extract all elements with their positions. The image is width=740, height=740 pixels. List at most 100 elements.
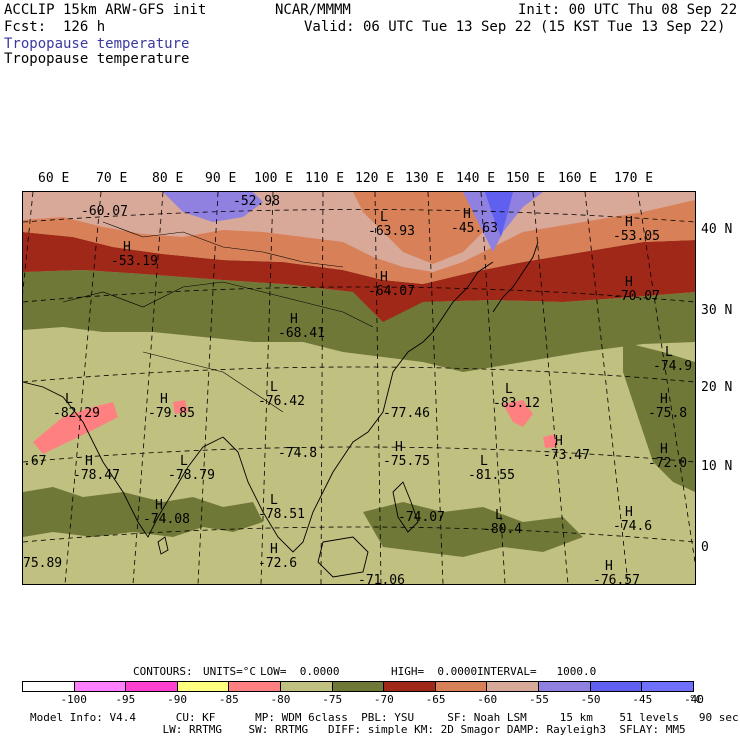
colorbar-segment [74, 682, 127, 691]
lat-label: 10 N [701, 459, 733, 474]
colorbar-tick-label: -45 [632, 693, 653, 706]
lon-line-60e [23, 192, 34, 294]
extremum-label: L-82.29 [53, 392, 100, 421]
extremum-type: H [555, 434, 563, 449]
tropopause-temperature-map: -60.07-52.98L-63.93H-45.63 H-53.05H-53.19… [23, 192, 695, 584]
extremum-type: L [270, 493, 278, 508]
colorbar-tick-label: -95 [115, 693, 136, 706]
lon-label: 170 E [614, 171, 654, 186]
extremum-type: L [65, 392, 73, 407]
extremum-label: L-81.55 [468, 454, 515, 483]
colorbar-segment [23, 682, 75, 691]
band-minus65 [23, 232, 695, 322]
lat-line-40n [23, 209, 695, 223]
forecast-hour: Fcst: 126 h [4, 19, 106, 35]
extrema-labels: -60.07-52.98L-63.93H-45.63 H-53.05H-53.19… [23, 194, 692, 584]
extremum-type: L [180, 454, 188, 469]
extremum-label: H-72.0 [648, 442, 687, 471]
extremum-label: H-72.6 [258, 542, 297, 571]
low-patch-pacific-2 [543, 434, 557, 448]
lat-label: 0 [701, 540, 709, 555]
extremum-value: -53.05 [613, 229, 660, 244]
extremum-label: H-64.07 [368, 270, 415, 299]
contours-label: CONTOURS: [133, 665, 193, 678]
lon-line-70e [64, 192, 102, 584]
olive-patch-east [623, 342, 695, 492]
lat-line-20n [23, 366, 695, 383]
extremum-value: -74.9 [653, 359, 692, 374]
extremum-type: H [625, 275, 633, 290]
colorbar-tick-label: -55 [528, 693, 549, 706]
extremum-type: H [605, 559, 613, 574]
extremum-value: -53.19 [111, 254, 158, 269]
extremum-value: -74.08 [143, 512, 190, 527]
extremum-value: -78.47 [73, 468, 120, 483]
extremum-label: -60.07 [81, 204, 128, 219]
lon-label: 140 E [456, 171, 496, 186]
lon-label: 100 E [254, 171, 294, 186]
lon-label: 110 E [305, 171, 345, 186]
colorbar-segment [384, 682, 436, 691]
colorbar-segment [539, 682, 591, 691]
colorbar-tick-label: -65 [425, 693, 446, 706]
lon-line-140e [480, 192, 506, 584]
low-patch-phil [173, 400, 188, 414]
colorbar-tick-label: -50 [580, 693, 601, 706]
contour-field-name: Tropopause temperature [4, 51, 190, 67]
coastlines [23, 221, 539, 578]
coast-philippines [392, 481, 419, 533]
lon-line-130e [427, 192, 444, 584]
extremum-value: -74.07 [398, 510, 445, 525]
extremum-value: -76.57 [593, 573, 640, 584]
colorbar-tick-label: -100 [60, 693, 87, 706]
extremum-label: -74.07 [398, 510, 445, 525]
extremum-value: -72.6 [258, 556, 297, 571]
extremum-type: H [155, 498, 163, 513]
colorbar [22, 681, 694, 692]
contours-high: HIGH= 0.0000 [391, 665, 478, 678]
colorbar-tick-label: -70 [373, 693, 394, 706]
graticule [23, 192, 695, 584]
extremum-label: L-74.9 [653, 345, 692, 374]
colorbar-segment [126, 682, 178, 691]
extremum-value: -82.29 [53, 406, 100, 421]
extremum-value: -74.6 [613, 519, 652, 534]
lat-label: 20 N [701, 380, 733, 395]
model-info-line2: LW: RRTMG SW: RRTMG DIFF: simple KM: 2D … [30, 723, 686, 736]
contours-low: LOW= 0.0000 [260, 665, 340, 678]
extremum-value: .67 [23, 454, 46, 469]
lon-line-110e [320, 192, 324, 584]
init-time: Init: 00 UTC Thu 08 Sep 22 [518, 2, 738, 18]
extremum-type: H [660, 442, 668, 457]
extremum-value: -70.07 [613, 289, 660, 304]
coast-india [23, 381, 224, 538]
extremum-label: L-63.93 [368, 210, 415, 239]
lon-label: 60 E [38, 171, 70, 186]
extremum-type: H [463, 207, 471, 222]
coast-china-korea [422, 261, 494, 343]
extremum-value: -83.12 [493, 396, 540, 411]
extremum-label: H-79.85 [148, 392, 195, 421]
model-title: ACCLIP 15km ARW-GFS init [4, 2, 207, 18]
extremum-type: L [505, 382, 513, 397]
extremum-value: -60.07 [81, 204, 128, 219]
colorbar-tick-label: -85 [218, 693, 239, 706]
extremum-label: H-45.63 [451, 207, 498, 236]
low-patch-india [33, 402, 118, 454]
extremum-value: -77.46 [383, 406, 430, 421]
extremum-value: -81.55 [468, 468, 515, 483]
extremum-value: -64.07 [368, 284, 415, 299]
extremum-type: H [660, 392, 668, 407]
lon-line-120e [374, 192, 382, 584]
lon-line-100e [260, 192, 274, 584]
extremum-label: H-76.57 [593, 559, 640, 584]
extremum-value: -78.79 [168, 468, 215, 483]
coast-sri-lanka [157, 536, 169, 555]
colorbar-tick-label: -60 [477, 693, 498, 706]
extremum-value: 75.89 [23, 556, 62, 571]
colorbar-segment [281, 682, 333, 691]
extremum-label: H-78.47 [73, 454, 120, 483]
lat-label: 40 N [701, 222, 733, 237]
extremum-type: H [270, 542, 278, 557]
extremum-value: -45.63 [451, 221, 498, 236]
